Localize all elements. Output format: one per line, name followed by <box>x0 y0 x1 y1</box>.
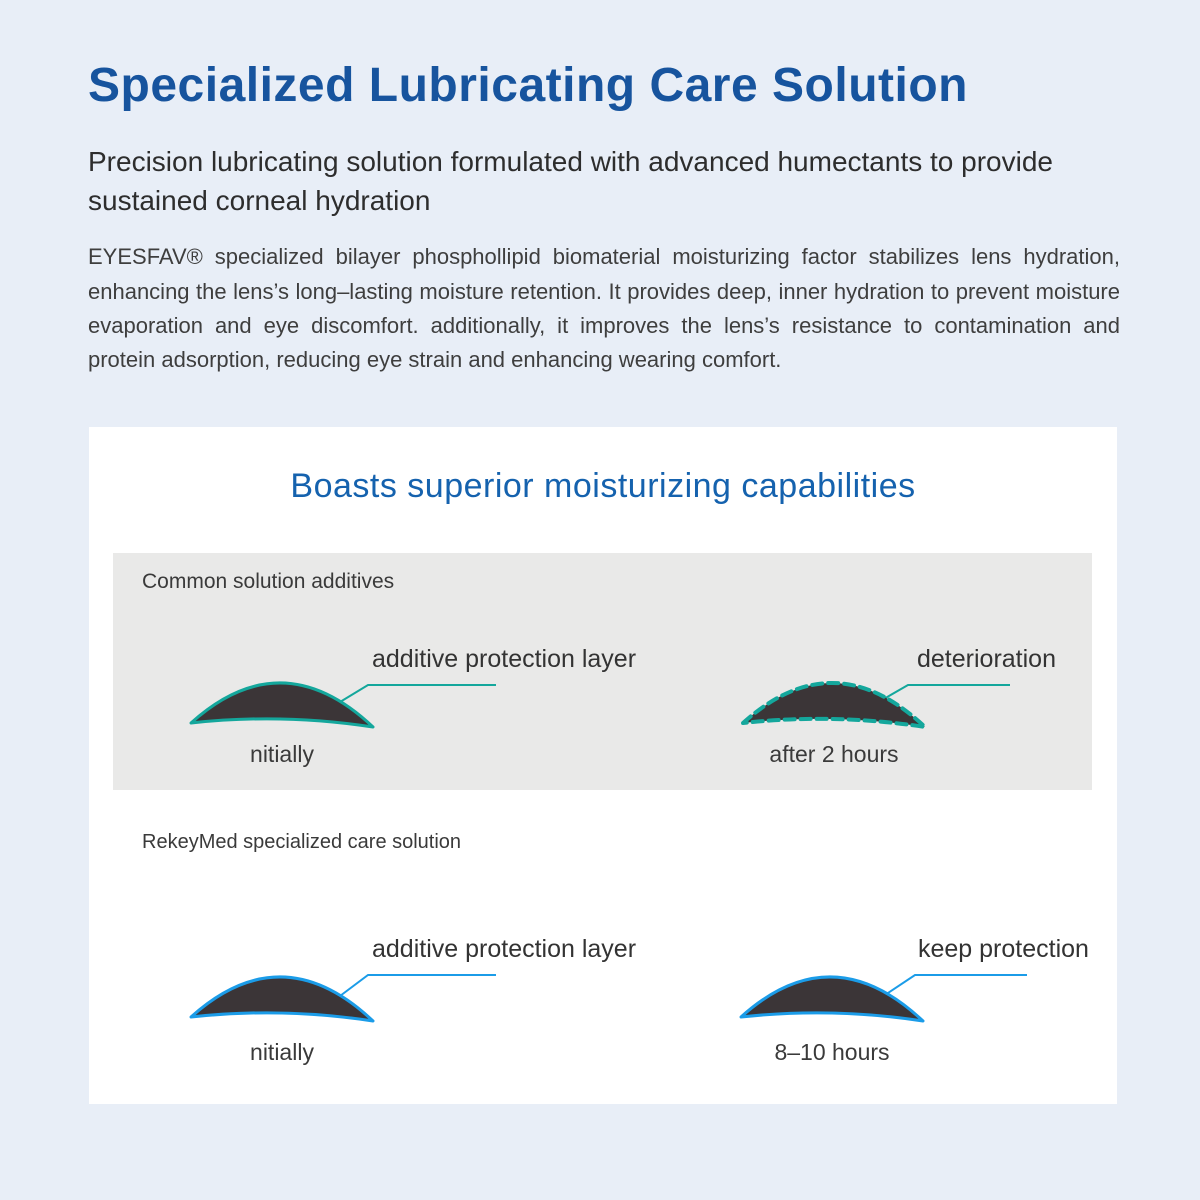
lens-diagram-deteriorated <box>741 681 1010 729</box>
lens-figure-rekeymed-protected: keep protection 8–10 hours <box>739 935 1120 1070</box>
figure-caption: nitially <box>250 741 314 767</box>
lens-diagram-initial-teal <box>189 681 496 729</box>
header: Specialized Lubricating Care Solution Pr… <box>88 58 1128 378</box>
lens-crescent <box>739 975 925 1023</box>
callout-label: deterioration <box>917 645 1056 673</box>
lens-diagram-protected <box>739 974 1027 1023</box>
figure-caption: after 2 hours <box>769 741 899 767</box>
lens-crescent <box>189 681 375 729</box>
leader-line <box>884 974 1027 996</box>
figure-caption: 8–10 hours <box>774 1039 890 1065</box>
common-additives-panel: Common solution additives <box>113 553 1092 790</box>
lens-figure-common-initial: additive protection layer nitially <box>189 645 660 780</box>
benefits-card: Boasts superior moisturizing capabilitie… <box>89 427 1117 1104</box>
figure-caption: nitially <box>250 1039 314 1065</box>
intro-paragraph: EYESFAV® specialized bilayer phosphollip… <box>88 244 1120 373</box>
lens-crescent <box>189 975 375 1023</box>
leader-line <box>339 974 496 997</box>
callout-label: additive protection layer <box>372 935 637 963</box>
lens-diagram-initial-blue <box>189 974 496 1023</box>
lens-figure-common-deteriorated: deterioration after 2 hours <box>741 645 1112 780</box>
panel-label-rekeymed: RekeyMed specialized care solution <box>142 831 462 853</box>
callout-label: keep protection <box>918 935 1089 963</box>
callout-label: additive protection layer <box>372 645 637 673</box>
lens-crescent-dashed <box>741 681 927 729</box>
page-title: Specialized Lubricating Care Solution <box>88 59 968 112</box>
leader-line <box>339 684 496 703</box>
leader-line <box>881 684 1010 701</box>
card-heading: Boasts superior moisturizing capabilitie… <box>290 467 916 505</box>
lens-figure-rekeymed-initial: additive protection layer nitially <box>189 935 660 1070</box>
page-subtitle: Precision lubricating solution formulate… <box>88 146 1053 216</box>
panel-label-common: Common solution additives <box>142 570 395 593</box>
